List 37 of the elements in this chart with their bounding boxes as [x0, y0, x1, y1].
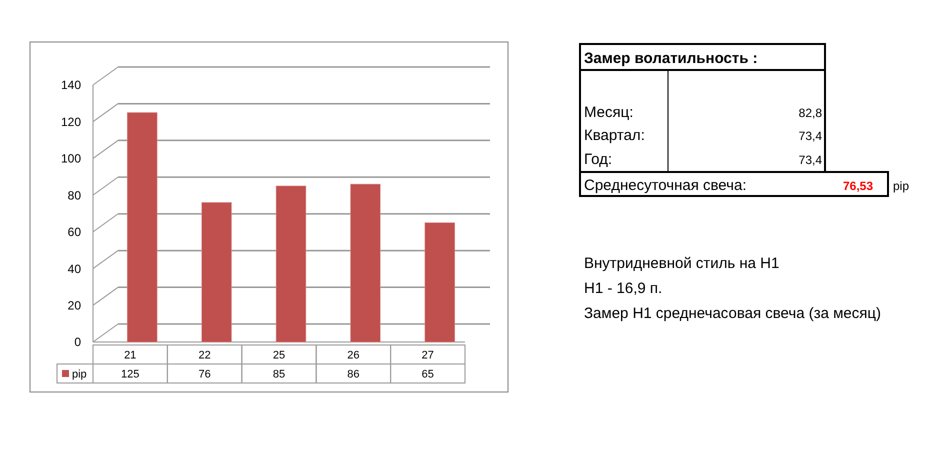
y-tick-label: 20	[68, 298, 82, 312]
y-tick-label: 120	[60, 114, 82, 129]
y-tick-label: 40	[68, 262, 82, 276]
y-tick-label: 100	[60, 152, 82, 166]
data-label: 65	[422, 368, 434, 380]
bar	[276, 186, 306, 342]
bar	[127, 112, 158, 342]
text: 76,53	[842, 179, 874, 193]
x-tick-label: 25	[272, 349, 286, 362]
bar	[424, 222, 455, 342]
bar	[350, 184, 381, 342]
text: Замер H1 среднечасовая свеча (за месяц)	[584, 305, 881, 322]
text: Замер волатильность :	[584, 50, 758, 67]
text: Месяц:	[584, 104, 634, 121]
x-tick-label: 26	[347, 349, 360, 362]
data-label: 86	[347, 368, 360, 380]
text: 82,8	[798, 106, 822, 120]
legend-label: pip	[72, 368, 87, 380]
y-tick-label: 140	[60, 78, 82, 92]
text: 73,4	[798, 153, 822, 167]
y-tick-label: 80	[68, 188, 82, 202]
x-tick-label: 22	[198, 349, 211, 362]
y-tick-label: 0	[74, 335, 82, 350]
data-label: 125	[121, 368, 140, 380]
text: Среднесуточная свеча:	[584, 177, 746, 194]
text: Квартал:	[584, 127, 645, 144]
text: pip	[893, 179, 910, 193]
x-tick-label: 21	[124, 349, 136, 362]
text: Год:	[584, 151, 612, 168]
text: 73,4	[798, 129, 822, 143]
text: Внутридневной стиль на H1	[584, 255, 780, 272]
data-label: 85	[272, 368, 286, 380]
bar	[201, 202, 232, 342]
data-label: 76	[198, 368, 211, 380]
y-tick-label: 60	[68, 225, 82, 240]
x-tick-label: 27	[422, 349, 434, 362]
text: H1 - 16,9 п.	[584, 280, 662, 297]
